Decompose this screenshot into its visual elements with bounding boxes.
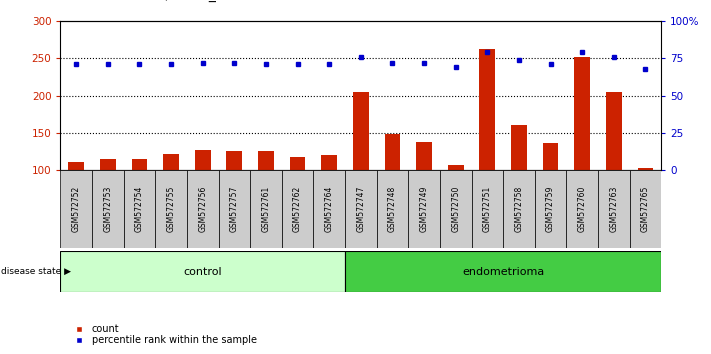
Text: endometrioma: endometrioma <box>462 267 544 277</box>
Text: GSM572750: GSM572750 <box>451 185 460 232</box>
Text: GSM572754: GSM572754 <box>135 185 144 232</box>
Text: GSM572752: GSM572752 <box>72 186 81 232</box>
Legend: count, percentile rank within the sample: count, percentile rank within the sample <box>65 320 260 349</box>
Text: GSM572755: GSM572755 <box>166 185 176 232</box>
Bar <box>282 170 314 248</box>
Bar <box>503 170 535 248</box>
Bar <box>385 134 400 170</box>
Text: GSM572753: GSM572753 <box>103 185 112 232</box>
Bar <box>226 150 242 170</box>
Bar <box>598 170 630 248</box>
Bar <box>471 170 503 248</box>
Bar <box>60 251 345 292</box>
Bar <box>258 150 274 170</box>
Bar <box>218 170 250 248</box>
Text: disease state ▶: disease state ▶ <box>1 267 71 276</box>
Bar <box>250 170 282 248</box>
Text: GSM572760: GSM572760 <box>577 185 587 232</box>
Bar <box>345 251 661 292</box>
Bar <box>132 159 147 170</box>
Bar <box>377 170 408 248</box>
Bar <box>416 142 432 170</box>
Bar <box>606 92 621 170</box>
Bar <box>124 170 155 248</box>
Bar <box>321 155 337 170</box>
Bar <box>574 57 590 170</box>
Text: GSM572762: GSM572762 <box>293 186 302 232</box>
Bar <box>289 156 306 170</box>
Bar <box>511 125 527 170</box>
Bar <box>479 49 496 170</box>
Text: control: control <box>183 267 222 277</box>
Text: GSM572758: GSM572758 <box>515 186 523 232</box>
Text: GSM572765: GSM572765 <box>641 185 650 232</box>
Bar <box>542 143 558 170</box>
Text: GSM572763: GSM572763 <box>609 185 619 232</box>
Text: GSM572749: GSM572749 <box>419 185 429 232</box>
Bar <box>187 170 218 248</box>
Bar <box>345 170 377 248</box>
Bar <box>638 169 653 170</box>
Bar <box>314 170 345 248</box>
Bar <box>164 154 179 170</box>
Bar <box>535 170 567 248</box>
Bar <box>92 170 124 248</box>
Bar <box>100 159 116 170</box>
Bar <box>440 170 471 248</box>
Text: GDS3975 / ILMN_1751464: GDS3975 / ILMN_1751464 <box>96 0 277 2</box>
Bar <box>567 170 598 248</box>
Bar <box>155 170 187 248</box>
Text: GSM572747: GSM572747 <box>356 185 365 232</box>
Bar <box>408 170 440 248</box>
Bar <box>353 92 369 170</box>
Bar <box>630 170 661 248</box>
Text: GSM572759: GSM572759 <box>546 185 555 232</box>
Text: GSM572756: GSM572756 <box>198 185 207 232</box>
Text: GSM572764: GSM572764 <box>325 185 333 232</box>
Text: GSM572757: GSM572757 <box>230 185 239 232</box>
Text: GSM572748: GSM572748 <box>388 186 397 232</box>
Text: GSM572751: GSM572751 <box>483 186 492 232</box>
Bar <box>195 150 210 170</box>
Bar <box>60 170 92 248</box>
Bar <box>68 162 84 170</box>
Bar <box>448 165 464 170</box>
Text: GSM572761: GSM572761 <box>262 186 270 232</box>
